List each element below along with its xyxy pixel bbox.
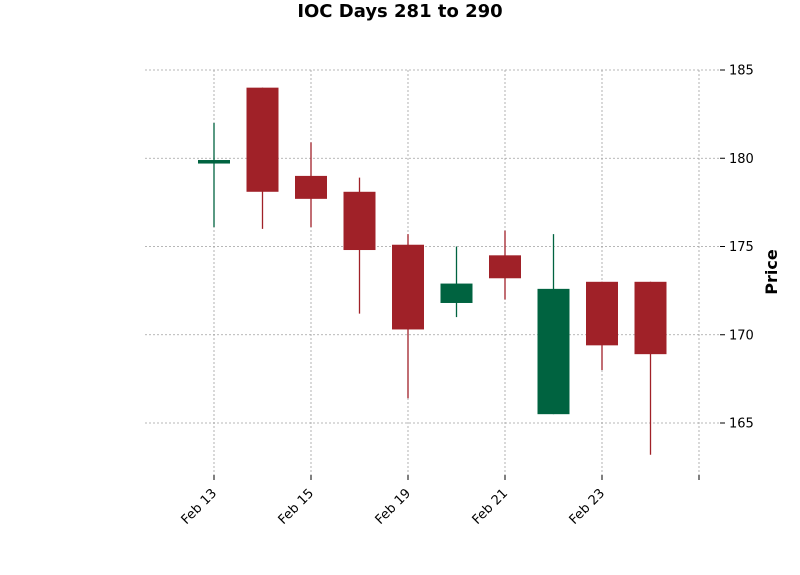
candle-body [440,283,473,303]
y-axis-label: Price [762,249,781,295]
grid-layer [145,69,720,475]
candle [198,122,230,228]
candle-body [586,281,618,346]
candle [537,234,570,415]
candle [489,230,521,300]
x-tick-label: Feb 19 [373,486,415,528]
y-axis: 165 170 175 180 185 [720,64,754,432]
candle-body [537,288,570,415]
x-axis: Feb 13 Feb 15 Feb 19 Feb 21 Feb 23 [179,475,700,528]
y-tick-label: 175 [729,240,754,255]
x-tick-label: Feb 23 [567,486,609,528]
candle-body [343,191,376,251]
candle [295,142,327,228]
y-tick-label: 180 [729,152,754,167]
candle-body [489,255,521,279]
y-tick-label: 185 [729,64,754,79]
chart-title: IOC Days 281 to 290 [297,1,502,22]
x-tick-label: Feb 15 [276,486,318,528]
candle-body [198,160,230,164]
y-tick-label: 170 [729,328,754,343]
x-tick-label: Feb 13 [179,486,221,528]
y-tick-label: 165 [729,417,754,432]
candle [440,246,473,318]
x-tick-label: Feb 21 [470,486,512,528]
candle [343,177,376,314]
candle-body [634,281,667,355]
candle-body [246,87,279,192]
candle-body [295,175,327,199]
candle-body [392,244,424,330]
candle [246,87,279,229]
candle [634,281,667,455]
candle [392,234,424,399]
candle [586,281,618,371]
candle-layer [198,87,667,455]
